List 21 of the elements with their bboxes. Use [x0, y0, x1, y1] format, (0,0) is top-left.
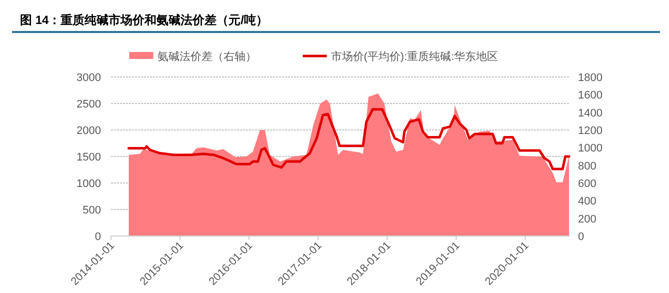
- y2-tick-label: 800: [578, 160, 596, 172]
- y2-tick-label: 1600: [578, 90, 602, 102]
- y-tick-label: 0: [94, 231, 101, 243]
- y-tick-label: 1500: [76, 152, 101, 164]
- y-tick-label: 500: [82, 204, 101, 216]
- legend-label: 氨碱法价差（右轴）: [157, 50, 256, 63]
- y2-tick-label: 400: [578, 196, 596, 208]
- legend-label: 市场价(平均价):重质纯碱:华东地区: [330, 50, 498, 63]
- y2-tick-label: 200: [578, 213, 596, 226]
- y2-tick-label: 0: [578, 231, 584, 243]
- y-tick-label: 2000: [76, 125, 101, 137]
- y2-tick-label: 1000: [578, 142, 602, 155]
- y2-tick-label: 1200: [578, 125, 602, 137]
- y2-tick-label: 600: [578, 178, 596, 190]
- y2-tick-label: 1800: [578, 72, 602, 84]
- y-tick-label: 2500: [76, 98, 101, 110]
- y-tick-label: 3000: [76, 72, 101, 84]
- line-series: [128, 108, 570, 170]
- chart-title: 图 14：重质纯碱市场价和氨碱法价差（元/吨）: [20, 13, 268, 27]
- y-tick-label: 1000: [76, 178, 101, 190]
- y2-tick-label: 1400: [578, 107, 602, 120]
